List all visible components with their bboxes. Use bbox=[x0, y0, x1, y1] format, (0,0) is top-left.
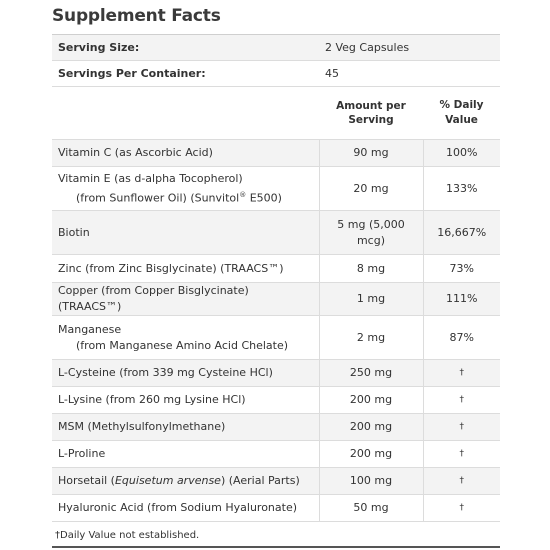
serving-size-label: Serving Size: bbox=[52, 35, 319, 61]
nutrient-name: L-Lysine (from 260 mg Lysine HCl) bbox=[52, 386, 319, 414]
nutrient-amount-cell: 5 mg (5,000 mcg) bbox=[318, 210, 423, 255]
amount-header-line2: Serving bbox=[348, 114, 394, 126]
amount-header-line1: Amount per bbox=[336, 100, 406, 112]
nutrient-source: (from Manganese Amino Acid Chelate) bbox=[76, 338, 289, 352]
nutrient-name-italic: Equisetum arvense bbox=[114, 474, 221, 487]
nutrient-daily-value: 87% bbox=[422, 315, 501, 360]
daily-value-header: % Daily Value bbox=[423, 86, 501, 140]
nutrient-daily-value: † bbox=[422, 494, 501, 522]
nutrient-source-text: (from Sunflower Oil) (Sunvitol bbox=[76, 191, 240, 205]
nutrient-daily-value: 133% bbox=[422, 166, 501, 211]
nutrient-daily-value: † bbox=[422, 440, 501, 468]
nutrient-amount: 90 mg bbox=[318, 139, 423, 167]
nutrient-name-pre: Horsetail ( bbox=[58, 474, 115, 487]
nutrient-name: L-Proline bbox=[52, 440, 319, 468]
nutrient-name: MSM (Methylsulfonylmethane) bbox=[52, 413, 319, 441]
table-row: L-Proline 200 mg † bbox=[52, 440, 501, 468]
nutrient-amount: 250 mg bbox=[318, 359, 423, 387]
nutrient-daily-value: 16,667% bbox=[422, 210, 501, 255]
nutrient-name-post: ) (Aerial Parts) bbox=[220, 474, 300, 487]
nutrient-name: Biotin bbox=[52, 210, 319, 255]
serving-size-value: 2 Veg Capsules bbox=[319, 35, 501, 61]
table-row: MSM (Methylsulfonylmethane) 200 mg † bbox=[52, 413, 501, 441]
header-blank bbox=[52, 86, 319, 140]
servings-per-container-label: Servings Per Container: bbox=[52, 60, 319, 87]
nutrient-name: Copper (from Copper Bisglycinate) (TRAAC… bbox=[52, 282, 319, 316]
nutrient-name: Zinc (from Zinc Bisglycinate) (TRAACS™) bbox=[52, 254, 319, 283]
nutrient-daily-value: † bbox=[422, 413, 501, 441]
table-row: Vitamin C (as Ascorbic Acid) 90 mg 100% bbox=[52, 139, 501, 167]
nutrient-name: L-Cysteine (from 339 mg Cysteine HCl) bbox=[52, 359, 319, 387]
nutrient-daily-value: † bbox=[422, 359, 501, 387]
nutrient-name: Vitamin C (as Ascorbic Acid) bbox=[52, 139, 319, 167]
title-divider bbox=[52, 34, 500, 35]
nutrient-daily-value: 73% bbox=[422, 254, 501, 283]
serving-size-row: Serving Size: 2 Veg Capsules bbox=[52, 35, 501, 61]
registered-mark: ® bbox=[239, 190, 247, 199]
nutrient-daily-value: 111% bbox=[422, 282, 501, 316]
nutrient-amount: 200 mg bbox=[318, 386, 423, 414]
nutrient-name-cell: Horsetail (Equisetum arvense) (Aerial Pa… bbox=[52, 467, 319, 495]
nutrient-source-tail: E500) bbox=[246, 191, 282, 205]
nutrient-daily-value: † bbox=[422, 386, 501, 414]
nutrient-daily-value: † bbox=[422, 467, 501, 495]
nutrient-amount: 50 mg bbox=[318, 494, 423, 522]
nutrient-source: (from Sunflower Oil) (Sunvitol® E500) bbox=[58, 187, 313, 207]
nutrient-name: Manganese bbox=[58, 322, 122, 336]
servings-per-container-value: 45 bbox=[319, 60, 501, 87]
amount-header: Amount per Serving bbox=[319, 86, 423, 140]
panel-title: Supplement Facts bbox=[52, 6, 221, 26]
nutrient-amount: 200 mg bbox=[318, 440, 423, 468]
nutrient-name-cell: Manganese (from Manganese Amino Acid Che… bbox=[52, 315, 319, 360]
nutrient-amount: 2 mg bbox=[318, 315, 423, 360]
column-header-row: Amount per Serving % Daily Value bbox=[52, 86, 501, 140]
nutrient-amount-line2: mcg) bbox=[356, 233, 386, 247]
supplement-facts-table: Serving Size: 2 Veg Capsules Servings Pe… bbox=[52, 35, 501, 522]
nutrient-name: Vitamin E (as d-alpha Tocopherol) bbox=[58, 171, 243, 185]
bottom-divider bbox=[52, 546, 500, 548]
nutrient-name-cell: Vitamin E (as d-alpha Tocopherol) (from … bbox=[52, 166, 319, 211]
nutrient-daily-value: 100% bbox=[422, 139, 501, 167]
nutrient-amount: 8 mg bbox=[318, 254, 423, 283]
table-row: Horsetail (Equisetum arvense) (Aerial Pa… bbox=[52, 467, 501, 495]
table-row: L-Cysteine (from 339 mg Cysteine HCl) 25… bbox=[52, 359, 501, 387]
table-row: Hyaluronic Acid (from Sodium Hyaluronate… bbox=[52, 494, 501, 522]
table-row: Biotin 5 mg (5,000 mcg) 16,667% bbox=[52, 210, 501, 255]
nutrient-amount: 100 mg bbox=[318, 467, 423, 495]
nutrient-amount: 20 mg bbox=[318, 166, 423, 211]
table-row: Vitamin E (as d-alpha Tocopherol) (from … bbox=[52, 166, 501, 211]
table-row: L-Lysine (from 260 mg Lysine HCl) 200 mg… bbox=[52, 386, 501, 414]
footnote: †Daily Value not established. bbox=[55, 530, 200, 541]
servings-per-container-row: Servings Per Container: 45 bbox=[52, 60, 501, 87]
nutrient-amount: 1 mg bbox=[318, 282, 423, 316]
table-row: Zinc (from Zinc Bisglycinate) (TRAACS™) … bbox=[52, 254, 501, 283]
nutrient-name: Hyaluronic Acid (from Sodium Hyaluronate… bbox=[52, 494, 319, 522]
nutrient-amount: 200 mg bbox=[318, 413, 423, 441]
nutrient-amount-line1: 5 mg (5,000 bbox=[337, 217, 405, 231]
table-row: Copper (from Copper Bisglycinate) (TRAAC… bbox=[52, 282, 501, 316]
table-row: Manganese (from Manganese Amino Acid Che… bbox=[52, 315, 501, 360]
